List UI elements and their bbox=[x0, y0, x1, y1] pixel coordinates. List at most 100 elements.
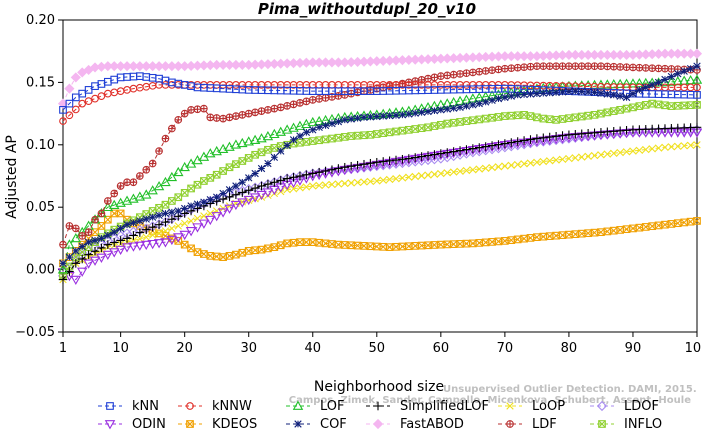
data-point-kdeos bbox=[103, 215, 112, 224]
data-point-simplifiedlof bbox=[526, 135, 535, 144]
data-point-simplifiedlof bbox=[468, 144, 478, 153]
data-point-ldf bbox=[78, 232, 87, 240]
data-point-simplifiedlof bbox=[314, 167, 324, 177]
data-point-lof bbox=[614, 78, 626, 88]
data-point-inflo bbox=[308, 137, 317, 145]
data-point-lof bbox=[281, 124, 293, 134]
data-point-odin bbox=[128, 242, 139, 252]
data-point-ldf bbox=[507, 64, 516, 73]
data-point-loop bbox=[321, 181, 330, 189]
data-point-inflo bbox=[417, 124, 426, 133]
data-point-simplifiedlof bbox=[494, 140, 503, 149]
data-point-loop bbox=[674, 142, 682, 150]
data-point-cof bbox=[635, 86, 644, 94]
x-tick-label: 20 bbox=[176, 341, 193, 356]
data-point-inflo bbox=[404, 125, 413, 134]
data-point-cof bbox=[539, 89, 547, 97]
data-point-simplifiedlof bbox=[410, 153, 420, 162]
data-point-simplifiedlof bbox=[148, 222, 157, 232]
legend-marker bbox=[186, 420, 194, 428]
data-point-cof bbox=[616, 92, 624, 100]
data-point-lof bbox=[64, 239, 75, 249]
data-point-cof bbox=[219, 189, 227, 198]
data-point-loop bbox=[309, 182, 317, 190]
data-point-lof bbox=[307, 116, 319, 127]
data-point-cof bbox=[97, 234, 106, 243]
data-point-odin bbox=[230, 200, 242, 211]
data-point-lof bbox=[224, 141, 235, 151]
data-point-loop bbox=[417, 172, 426, 180]
legend-item-inflo: INFLO bbox=[590, 417, 662, 432]
y-axis-label: Adjusted AP bbox=[4, 135, 20, 219]
data-point-loop bbox=[648, 145, 656, 153]
data-point-ldf bbox=[302, 97, 311, 106]
data-point-cof bbox=[398, 111, 407, 119]
data-point-odin bbox=[224, 204, 235, 214]
data-point-lof bbox=[128, 193, 139, 203]
data-point-cof bbox=[341, 116, 349, 124]
data-point-simplifiedlof bbox=[545, 132, 555, 142]
data-point-loop bbox=[373, 177, 381, 185]
data-point-simplifiedlof bbox=[282, 174, 292, 183]
data-point-ldf bbox=[469, 68, 477, 77]
watermark-line-1: Unsupervised Outlier Detection. DAMI, 20… bbox=[443, 384, 697, 395]
data-point-cof bbox=[379, 112, 387, 120]
data-point-cof bbox=[622, 93, 631, 102]
data-point-ldf bbox=[148, 159, 157, 168]
data-point-simplifiedlof bbox=[436, 149, 446, 158]
data-point-simplifiedlof bbox=[334, 164, 343, 173]
data-point-cof bbox=[481, 98, 490, 106]
legend-marker bbox=[596, 400, 608, 412]
data-point-odin bbox=[237, 198, 248, 208]
data-point-inflo bbox=[180, 188, 189, 197]
data-point-loop bbox=[142, 233, 150, 241]
series-inflo bbox=[59, 99, 701, 280]
data-point-ldf bbox=[142, 165, 151, 174]
data-point-loop bbox=[289, 185, 298, 193]
data-point-simplifiedlof bbox=[109, 238, 119, 247]
data-point-knn bbox=[110, 75, 119, 84]
data-point-ldf bbox=[116, 182, 125, 190]
data-point-ldf bbox=[443, 71, 452, 80]
data-point-cof bbox=[78, 242, 86, 251]
legend-marker bbox=[104, 420, 116, 430]
data-point-inflo bbox=[366, 130, 375, 139]
data-point-odin bbox=[121, 243, 133, 253]
data-point-ldf bbox=[232, 112, 240, 120]
data-point-cof bbox=[347, 115, 355, 123]
data-point-simplifiedlof bbox=[378, 157, 388, 166]
legend-item-loop: LoOP bbox=[498, 399, 565, 414]
data-point-simplifiedlof bbox=[308, 169, 318, 178]
data-point-loop bbox=[481, 164, 490, 172]
data-point-inflo bbox=[270, 144, 279, 152]
x-tick-label: 70 bbox=[497, 341, 514, 356]
data-point-kdeos bbox=[629, 224, 637, 233]
data-point-inflo bbox=[225, 163, 234, 172]
data-point-cof bbox=[558, 88, 567, 96]
data-point-lof bbox=[243, 136, 254, 146]
data-point-cof bbox=[206, 196, 214, 204]
data-point-odin bbox=[217, 208, 229, 218]
data-point-cof bbox=[578, 87, 586, 96]
data-point-ldf bbox=[635, 63, 644, 72]
data-point-odin bbox=[262, 188, 274, 198]
data-point-simplifiedlof bbox=[391, 155, 401, 165]
data-point-inflo bbox=[148, 207, 157, 215]
data-point-cof bbox=[232, 182, 240, 190]
data-point-loop bbox=[456, 167, 464, 175]
data-point-odin bbox=[243, 195, 254, 206]
data-point-simplifiedlof bbox=[225, 192, 234, 202]
data-point-cof bbox=[110, 228, 118, 236]
data-point-cof bbox=[328, 119, 336, 128]
data-point-simplifiedlof bbox=[289, 172, 298, 182]
data-point-cof bbox=[321, 121, 330, 130]
chart-title: Pima_withoutdupl_20_v10 bbox=[258, 0, 476, 18]
data-point-loop bbox=[245, 196, 253, 205]
data-point-simplifiedlof bbox=[430, 150, 439, 159]
data-point-ldf bbox=[488, 66, 496, 75]
data-point-lof bbox=[275, 126, 286, 136]
data-point-cof bbox=[552, 88, 560, 97]
data-point-odin bbox=[179, 230, 190, 241]
data-point-loop bbox=[334, 180, 343, 188]
